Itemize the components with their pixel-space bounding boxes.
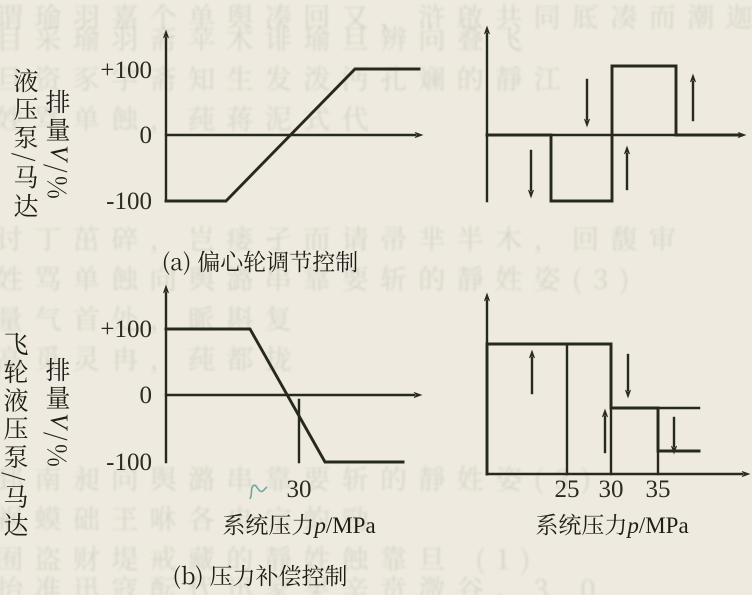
svg-text:0: 0	[140, 122, 153, 149]
svg-text:+100: +100	[100, 316, 152, 343]
svg-text:-100: -100	[106, 188, 152, 215]
svg-text:0: 0	[140, 382, 153, 409]
svg-text:25: 25	[555, 476, 580, 503]
svg-text:30: 30	[599, 476, 624, 503]
svg-text:+100: +100	[100, 57, 152, 84]
svg-text:(b) 压力补偿控制: (b) 压力补偿控制	[173, 558, 348, 591]
svg-text:(a) 偏心轮调节控制: (a) 偏心轮调节控制	[162, 244, 358, 277]
svg-text:30: 30	[287, 476, 312, 503]
svg-text:-100: -100	[106, 449, 152, 476]
svg-text:系统压力p/MPa: 系统压力p/MPa	[222, 507, 375, 540]
svg-text:系统压力p/MPa: 系统压力p/MPa	[535, 507, 688, 540]
svg-text:35: 35	[646, 476, 671, 503]
